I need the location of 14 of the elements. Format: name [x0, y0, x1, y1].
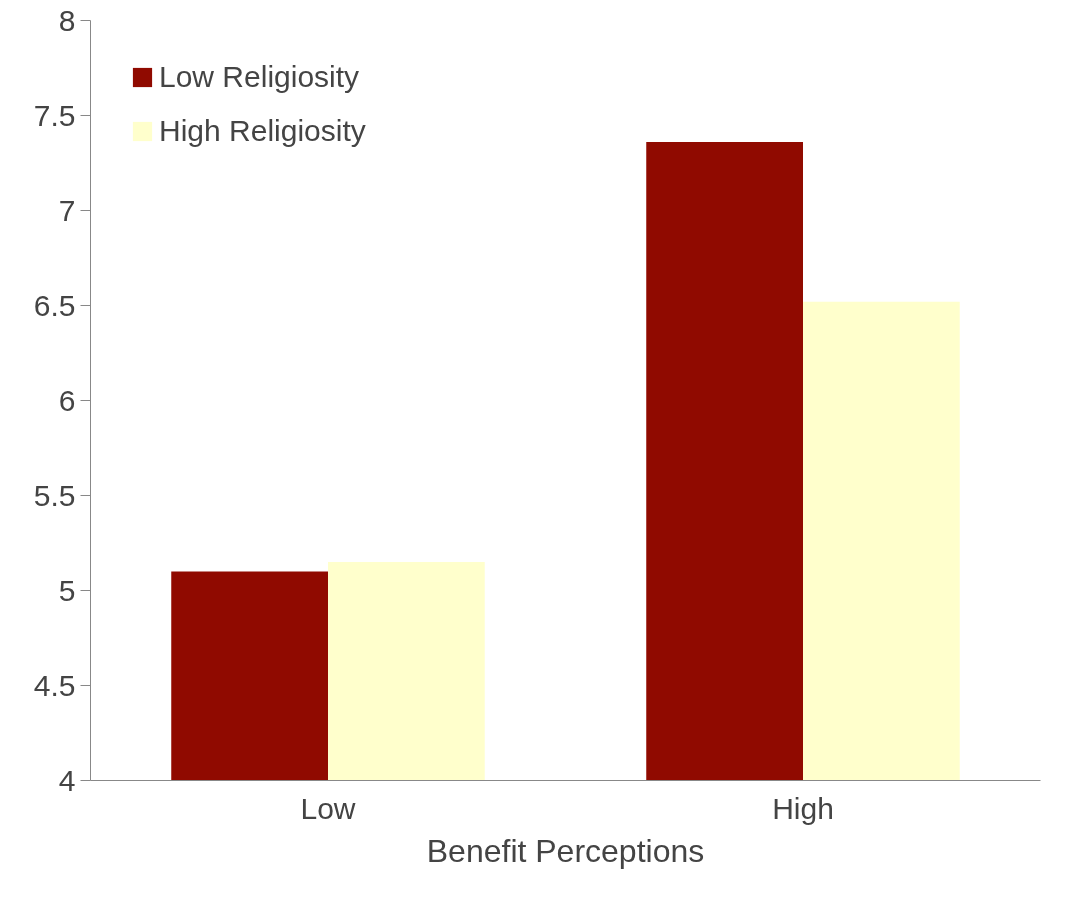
y-tick-label: 4.5 — [33, 668, 76, 702]
y-tick-label: 5 — [58, 573, 76, 607]
x-tick-label: Low — [300, 791, 356, 825]
y-tick-label: 8 — [58, 3, 76, 37]
legend-label: High Religiosity — [159, 114, 366, 148]
y-tick-label: 7 — [58, 193, 76, 227]
x-tick-label: High — [772, 791, 834, 825]
y-tick-label: 7.5 — [33, 98, 76, 132]
y-tick-label: 6 — [58, 383, 76, 417]
y-tick-label: 5.5 — [33, 478, 76, 512]
x-axis-title: Benefit Perceptions — [426, 832, 705, 869]
y-tick-label: 6.5 — [33, 288, 76, 322]
y-tick-label: 4 — [58, 763, 76, 797]
legend-label: Low Religiosity — [159, 60, 360, 94]
